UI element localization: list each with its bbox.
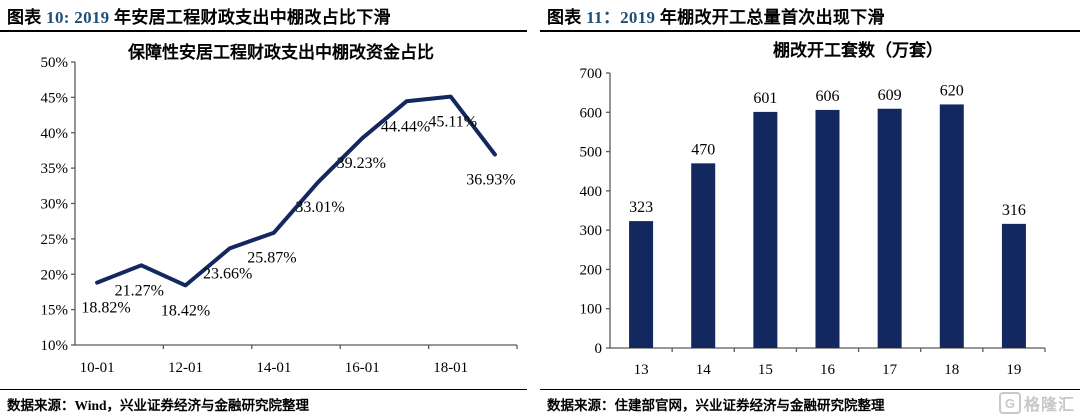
figure-number: 11：2019	[586, 8, 656, 27]
bar-chart: 棚改开工套数（万套） 0 100 200 300 400 500 600 700 13 14 15 16…	[580, 40, 1046, 378]
figure-11-footer-rule	[540, 389, 1080, 390]
svg-text:30%: 30%	[41, 197, 69, 213]
svg-text:10-01: 10-01	[80, 360, 115, 376]
figure-number: 10: 2019	[46, 8, 110, 27]
figure-10-footer-rule	[0, 389, 527, 390]
svg-text:700: 700	[580, 66, 603, 82]
svg-text:45%: 45%	[41, 90, 69, 106]
svg-text:45.11%: 45.11%	[428, 114, 477, 131]
figure-header-text: 年安居工程财政支出中棚改占比下滑	[109, 8, 391, 27]
svg-text:470: 470	[691, 141, 715, 158]
svg-text:16: 16	[820, 362, 836, 378]
svg-text:35%: 35%	[41, 161, 69, 177]
figure-header-text: 图表	[7, 8, 47, 27]
bar	[753, 111, 778, 349]
svg-text:50%: 50%	[41, 55, 69, 71]
svg-text:316: 316	[1002, 202, 1026, 219]
svg-text:14-01: 14-01	[256, 360, 291, 376]
svg-text:23.66%: 23.66%	[203, 265, 252, 282]
svg-text:15%: 15%	[41, 303, 69, 319]
svg-text:500: 500	[580, 145, 603, 161]
svg-text:33.01%: 33.01%	[295, 199, 344, 216]
svg-text:36.93%: 36.93%	[466, 171, 515, 188]
svg-text:14: 14	[696, 362, 712, 378]
x-axis: 10-01 12-01 14-01 16-01 18-01	[75, 344, 518, 376]
svg-text:13: 13	[634, 362, 649, 378]
svg-text:25%: 25%	[41, 232, 69, 248]
figure-10-header-rule	[0, 30, 527, 32]
x-axis: 13 14 15 16 17 18 19	[610, 347, 1046, 378]
svg-text:25.87%: 25.87%	[247, 250, 296, 267]
svg-text:17: 17	[882, 362, 898, 378]
svg-text:18.42%: 18.42%	[161, 302, 210, 319]
svg-text:18.82%: 18.82%	[81, 300, 130, 317]
svg-text:39.23%: 39.23%	[337, 155, 386, 172]
figure-11-header: 图表 11：2019 年棚改开工总量首次出现下滑	[547, 3, 1076, 28]
svg-text:200: 200	[580, 262, 603, 278]
bar	[877, 108, 902, 348]
svg-text:18-01: 18-01	[433, 360, 468, 376]
svg-text:400: 400	[580, 184, 603, 200]
svg-text:44.44%: 44.44%	[381, 118, 430, 135]
svg-text:40%: 40%	[41, 126, 69, 142]
svg-text:609: 609	[878, 87, 902, 104]
gelonghui-logo-icon: G	[998, 392, 1021, 414]
svg-text:16-01: 16-01	[345, 360, 380, 376]
svg-text:15: 15	[758, 362, 773, 378]
y-axis: 0 100 200 300 400 500 600 700	[580, 66, 611, 357]
svg-text:12-01: 12-01	[168, 360, 203, 376]
data-labels: 18.82%21.27% 18.42% 23.66%25.87% 33.01% 39.2…	[81, 114, 515, 320]
svg-text:300: 300	[580, 223, 603, 239]
svg-text:18: 18	[944, 362, 959, 378]
bar	[815, 109, 840, 348]
svg-text:21.27%: 21.27%	[115, 282, 164, 299]
figure-11-panel: 图表 11：2019 年棚改开工总量首次出现下滑 棚改开工套数（万套） 0 100 2…	[540, 0, 1080, 418]
figure-10-panel: 图表 10: 2019 年安居工程财政支出中棚改占比下滑 保障性安居工程财政支出…	[0, 3, 536, 413]
svg-text:20%: 20%	[41, 267, 69, 283]
svg-text:620: 620	[940, 82, 964, 99]
figure-11-header-rule	[540, 30, 1080, 32]
gelonghui-watermark: G 格隆汇	[996, 391, 1077, 415]
data-series-line	[95, 94, 497, 288]
bar	[1001, 223, 1026, 348]
figure-header-text: 年棚改开工总量首次出现下滑	[655, 8, 885, 27]
svg-text:600: 600	[580, 105, 603, 121]
chart-title: 棚改开工套数（万套）	[773, 40, 943, 60]
bar	[629, 221, 654, 348]
line-chart: 保障性安居工程财政支出中棚改资金占比 10% 15% 20% 25% 30% 35% 40% 4…	[41, 42, 518, 376]
svg-text:323: 323	[629, 199, 653, 216]
svg-text:19: 19	[1006, 362, 1021, 378]
bar	[691, 163, 716, 348]
chart-title: 保障性安居工程财政支出中棚改资金占比	[127, 42, 434, 62]
svg-text:606: 606	[816, 88, 840, 105]
y-axis: 10% 15% 20% 25% 30% 35% 40% 45% 50%	[41, 55, 76, 354]
data-series-bars	[629, 104, 1026, 349]
figure-10-header: 图表 10: 2019 年安居工程财政支出中棚改占比下滑	[7, 3, 536, 28]
svg-text:601: 601	[753, 90, 777, 107]
source-note-right: 数据来源：住建部官网，兴业证券经济与金融研究院整理	[547, 398, 885, 413]
figure-header-text: 图表	[547, 8, 587, 27]
bar	[939, 104, 964, 348]
svg-text:100: 100	[580, 302, 603, 318]
gelonghui-logo-text: 格隆汇	[1023, 397, 1075, 414]
svg-text:0: 0	[595, 341, 603, 357]
data-labels: 323 470 601 606 609 620 316	[629, 82, 1026, 218]
source-note-left: 数据来源：Wind，兴业证券经济与金融研究院整理	[7, 398, 310, 413]
svg-text:10%: 10%	[41, 338, 69, 354]
